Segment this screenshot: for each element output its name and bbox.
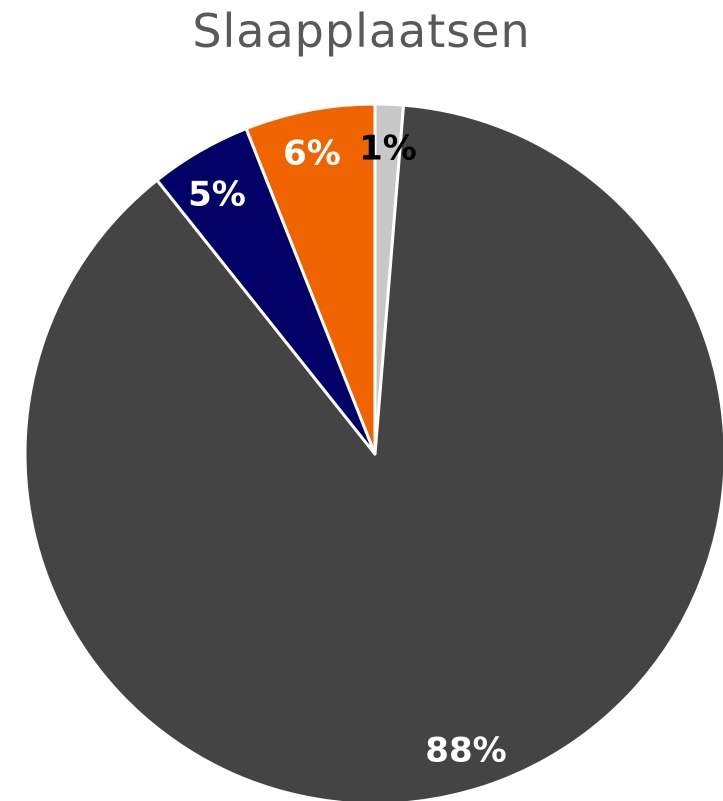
data-label: 1% <box>359 129 417 169</box>
data-label: 88% <box>425 731 506 771</box>
pie-slices <box>23 102 723 801</box>
data-label: 6% <box>283 134 341 174</box>
pie-slice <box>244 102 377 456</box>
data-label: 5% <box>188 175 246 215</box>
chart-title: Slaapplaatsen <box>192 4 531 58</box>
pie-labels: 1% 88% 5% 6% <box>188 129 507 771</box>
